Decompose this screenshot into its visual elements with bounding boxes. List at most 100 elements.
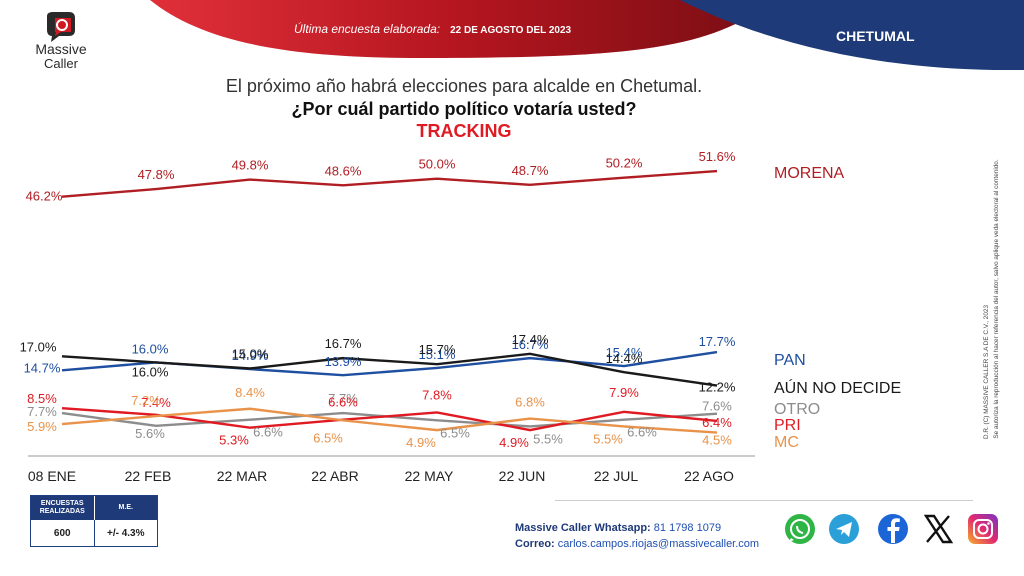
data-label-aun-no-decide-7: 12.2% xyxy=(699,380,736,395)
data-label-pan-2: 14.9% xyxy=(232,348,269,363)
table-cell-surveys: 600 xyxy=(53,527,71,539)
data-label-pan-1: 16.0% xyxy=(132,341,169,356)
data-label-morena-0: 46.2% xyxy=(26,189,63,204)
survey-info-table: ENCUESTAS REALIZADAS M.E. 600 +/- 4.3% xyxy=(30,495,158,547)
survey-date-value: 22 DE AGOSTO DEL 2023 xyxy=(450,25,572,36)
legend-otro: OTRO xyxy=(774,401,820,418)
email-address[interactable]: carlos.campos.riojas@massivecaller.com xyxy=(557,538,760,550)
x-axis-ticks: 08 ENE 22 FEB 22 MAR 22 ABR 22 MAY 22 JUN 22 J… xyxy=(28,468,734,484)
chart-title-question: El próximo año habrá elecciones para alc… xyxy=(225,76,703,96)
whatsapp-icon[interactable] xyxy=(785,514,815,544)
data-label-pan-5: 16.7% xyxy=(512,337,549,352)
instagram-icon[interactable] xyxy=(968,514,998,544)
data-label-mc-3: 6.5% xyxy=(313,430,343,445)
table-header-surveys: ENCUESTAS REALIZADAS xyxy=(39,500,85,515)
header-banner xyxy=(150,0,1024,70)
data-label-aun-no-decide-5: 17.4% xyxy=(512,332,549,347)
data-label-morena-3: 48.6% xyxy=(325,163,362,178)
data-label-mc-0: 5.9% xyxy=(27,419,57,434)
data-label-pan-4: 15.1% xyxy=(419,347,456,362)
data-label-aun-no-decide-1: 16.0% xyxy=(132,364,169,379)
legend-mc: MC xyxy=(774,434,799,451)
table-header-me: M.E. xyxy=(93,496,158,520)
social-icons xyxy=(785,514,998,544)
x-tick-label: 22 AGO xyxy=(684,468,734,484)
data-label-pri-5: 4.9% xyxy=(499,435,529,450)
data-label-mc-2: 8.4% xyxy=(235,385,265,400)
data-label-morena-1: 47.8% xyxy=(138,167,175,182)
chart-data-labels: 46.2% 47.8% 49.8% 48.6% 50.0% 48.7% 50.2% 51.6%… xyxy=(20,149,736,450)
series-line-mc xyxy=(61,407,718,434)
data-label-otro-2: 6.6% xyxy=(253,425,283,440)
data-label-pan-7: 17.7% xyxy=(699,334,736,349)
data-label-otro-6: 6.6% xyxy=(627,425,657,440)
chart-lines xyxy=(61,169,718,434)
data-label-pri-1: 7.4% xyxy=(141,395,171,410)
x-icon[interactable] xyxy=(923,514,954,544)
data-label-otro-4: 6.5% xyxy=(440,425,470,440)
email-label: Correo: xyxy=(515,538,555,550)
x-tick-label: 22 MAY xyxy=(405,468,454,484)
data-label-pri-7: 6.4% xyxy=(702,415,732,430)
data-label-aun-no-decide-0: 17.0% xyxy=(20,339,57,354)
telegram-icon[interactable] xyxy=(829,514,859,544)
data-label-aun-no-decide-6: 14.4% xyxy=(606,351,643,366)
whatsapp-number[interactable]: 81 1798 1079 xyxy=(653,522,722,534)
city-name: CHETUMAL xyxy=(836,28,915,44)
data-label-mc-4: 4.9% xyxy=(406,435,436,450)
brand-name-line2: Caller xyxy=(44,56,78,71)
logo-icon xyxy=(47,12,75,42)
data-label-aun-no-decide-3: 16.7% xyxy=(325,336,362,351)
data-label-morena-7: 51.6% xyxy=(699,149,736,164)
contact-divider xyxy=(555,500,973,501)
data-label-mc-5: 6.8% xyxy=(515,395,545,410)
data-label-mc-1: 7.2% xyxy=(131,393,161,408)
legend-pan: PAN xyxy=(774,352,806,369)
data-label-morena-5: 48.7% xyxy=(512,163,549,178)
table-cell-me: +/- 4.3% xyxy=(93,520,158,546)
copyright-note: D.R. (C) MASSIVE CALLER S.A DE C.V., 202… xyxy=(983,159,1000,439)
series-line-pri xyxy=(61,406,718,432)
data-label-pri-6: 7.9% xyxy=(609,385,639,400)
table-row: 600 +/- 4.3% xyxy=(31,520,157,546)
chart-title-sub: ¿Por cuál partido político votaría usted… xyxy=(291,99,637,119)
legend-pri: PRI xyxy=(774,417,801,434)
legend-aun-no-decide: AÚN NO DECIDE xyxy=(774,378,901,397)
data-label-otro-7: 7.6% xyxy=(702,399,732,414)
survey-date-label: Última encuesta elaborada: xyxy=(294,22,441,36)
series-line-aun-no-decide xyxy=(61,352,718,387)
facebook-icon[interactable] xyxy=(878,514,908,544)
whatsapp-label: Massive Caller Whatsapp: xyxy=(515,522,651,534)
chart-title-tracking: TRACKING xyxy=(416,121,512,141)
data-label-aun-no-decide-2: 15.0% xyxy=(232,347,269,362)
data-label-pan-0: 14.7% xyxy=(24,360,61,375)
x-tick-label: 22 FEB xyxy=(125,468,172,484)
data-label-mc-6: 5.5% xyxy=(593,431,623,446)
data-label-otro-0: 7.7% xyxy=(27,404,57,419)
copyright-line1: D.R. (C) MASSIVE CALLER S.A DE C.V., 202… xyxy=(983,305,990,439)
x-tick-label: 08 ENE xyxy=(28,468,76,484)
data-label-aun-no-decide-4: 15.7% xyxy=(419,342,456,357)
brand-name-line1: Massive xyxy=(35,41,87,57)
contact-email: Correo: carlos.campos.riojas@massivecall… xyxy=(515,538,759,550)
contact-whatsapp: Massive Caller Whatsapp: 81 1798 1079 xyxy=(515,522,721,534)
table-header: ENCUESTAS REALIZADAS M.E. xyxy=(31,496,157,520)
data-label-pan-3: 13.9% xyxy=(325,354,362,369)
data-label-morena-6: 50.2% xyxy=(606,156,643,171)
survey-date-line: Última encuesta elaborada: 22 DE AGOSTO D… xyxy=(294,22,571,36)
data-label-mc-7: 4.5% xyxy=(702,433,732,448)
data-label-pri-4: 7.8% xyxy=(422,387,452,402)
data-label-pri-2: 5.3% xyxy=(219,433,249,448)
legend-morena: MORENA xyxy=(774,165,845,182)
x-tick-label: 22 JUL xyxy=(594,468,639,484)
brand-logo: Massive Caller xyxy=(30,12,92,70)
data-label-otro-1: 5.6% xyxy=(135,426,165,441)
series-line-morena xyxy=(61,169,718,198)
data-label-morena-4: 50.0% xyxy=(419,157,456,172)
data-label-pri-0: 8.5% xyxy=(27,391,57,406)
data-label-otro-5: 5.5% xyxy=(533,431,563,446)
data-label-pan-6: 15.4% xyxy=(606,345,643,360)
data-label-pri-3: 6.6% xyxy=(328,395,358,410)
